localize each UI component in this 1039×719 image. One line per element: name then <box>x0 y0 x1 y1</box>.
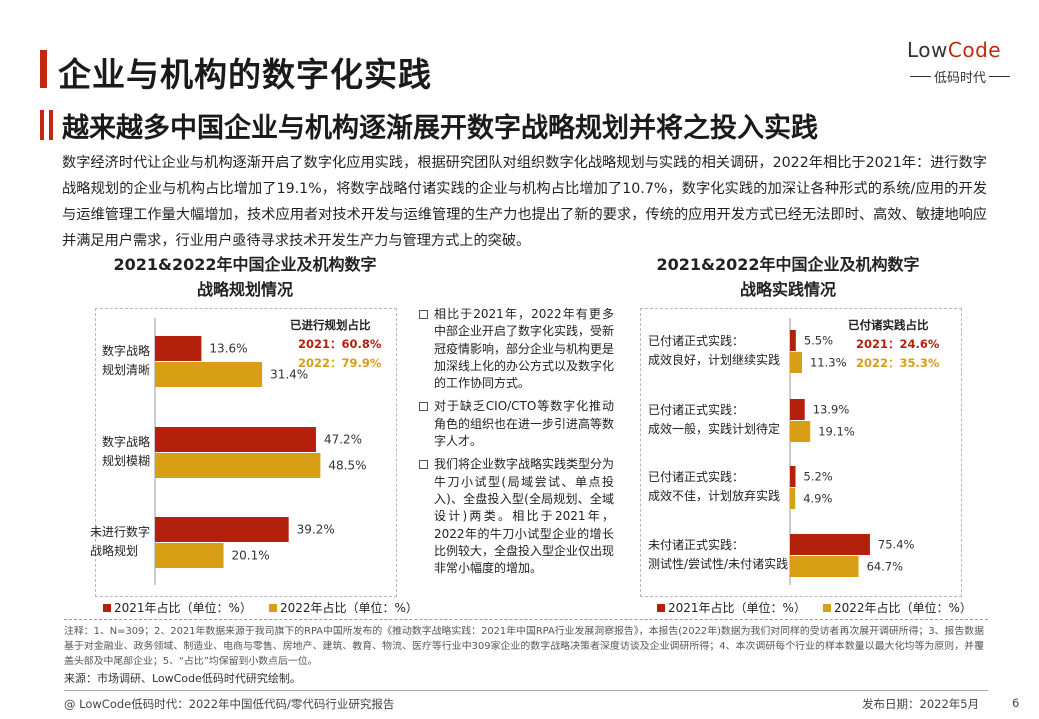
logo-rule <box>910 76 931 77</box>
category-label: 未付诸正式实践： 测试性/尝试性/未付诸实践 <box>648 538 789 571</box>
intro-paragraph: 数字经济时代让企业与机构逐渐开启了数字化应用实践，根据研究团队对组织数字化战略规… <box>62 155 987 249</box>
legend-label: 2022年占比（单位：%） <box>279 601 418 615</box>
value-label: 48.5% <box>328 459 366 473</box>
logo-tagline-row: 低码时代 <box>910 67 1011 86</box>
bar <box>790 352 802 373</box>
value-label: 20.1% <box>232 549 270 563</box>
legend-swatch <box>268 603 277 612</box>
bar <box>790 488 796 509</box>
category-label: 未进行数字 战略规划 <box>89 525 150 558</box>
legend-label: 2022年占比（单位：%） <box>833 601 972 615</box>
legend: 2021年占比（单位：%） 2022年占比（单位：%） <box>103 599 418 616</box>
bullet-item: 对于缺乏CIO/CTO等数字化推动角色的组织也在进一步引进高等数字人才。 <box>418 398 614 450</box>
logo-code: Code <box>947 38 1002 62</box>
value-label: 13.9% <box>813 403 850 417</box>
legend-label: 2021年占比（单位：%） <box>668 601 806 615</box>
subtitle-mark <box>49 110 53 140</box>
summary-item: 2021：60.8% <box>298 337 382 351</box>
legend: 2021年占比（单位：%） 2022年占比（单位：%） <box>657 599 972 616</box>
value-label: 64.7% <box>867 560 904 574</box>
value-label: 39.2% <box>297 523 335 537</box>
bar <box>790 399 805 420</box>
footer-rule <box>64 690 988 691</box>
bar <box>155 336 202 361</box>
bullet-list: 相比于2021年，2022年有更多中部企业开启了数字化实践，受新冠疫情影响，部分… <box>418 306 614 583</box>
source: 来源：市场调研、LowCode低码时代研究绘制。 <box>64 672 301 685</box>
legend-swatch <box>822 603 831 612</box>
category-label: 已付诸正式实践： 成效一般，实践计划待定 <box>648 403 781 436</box>
chart-title: 2021&2022年中国企业及机构数字 战略规划情况 <box>113 255 377 299</box>
footer-date: 发布日期：2022年5月 <box>862 697 980 711</box>
bar <box>155 543 224 568</box>
bar <box>790 534 870 555</box>
value-label: 5.2% <box>804 470 833 484</box>
value-label: 5.5% <box>804 334 833 348</box>
category-label: 数字战略 规划清晰 <box>101 344 150 377</box>
bar <box>790 556 859 577</box>
page-subtitle: 越来越多中国企业与机构逐渐展开数字战略规划并将之投入实践 <box>62 113 818 144</box>
bullet-item: 我们将企业数字战略实践类型分为牛刀小试型(局域尝试、单点投入)、全盘投入型(全局… <box>418 456 614 577</box>
summary-title: 已进行规划占比 <box>290 318 371 332</box>
summary-title: 已付诸实践占比 <box>848 318 929 332</box>
category-label: 已付诸正式实践： 成效良好，计划继续实践 <box>648 334 781 367</box>
legend-swatch <box>657 603 665 612</box>
value-label: 75.4% <box>878 538 915 552</box>
value-label: 11.3% <box>810 356 847 370</box>
bar <box>155 362 263 387</box>
logo: LowCode <box>907 38 1001 62</box>
bar <box>155 427 316 452</box>
chart-title: 2021&2022年中国企业及机构数字 战略实践情况 <box>656 255 920 299</box>
logo-rule <box>989 76 1011 77</box>
bar <box>790 421 811 442</box>
legend-swatch <box>103 603 111 612</box>
legend-label: 2021年占比（单位：%） <box>114 601 252 615</box>
page-number: 6 <box>1012 696 1020 710</box>
page-title: 企业与机构的数字化实践 <box>58 55 432 94</box>
summary-item: 2022：35.3% <box>856 356 940 370</box>
bar <box>790 466 796 487</box>
value-label: 47.2% <box>324 433 362 447</box>
title-mark <box>40 50 47 88</box>
summary-item: 2022：79.9% <box>298 356 382 370</box>
value-label: 13.6% <box>209 342 247 356</box>
logo-low: Low <box>907 38 948 62</box>
bar <box>155 517 289 542</box>
notes: 注释：1、N=309；2、2021年数据来源于我司旗下的RPA中国所发布的《推动… <box>64 626 984 667</box>
footer-report: @ LowCode低码时代：2022年中国低代码/零代码行业研究报告 <box>64 697 395 711</box>
value-label: 31.4% <box>270 368 308 382</box>
category-label: 数字战略 规划模糊 <box>101 435 150 468</box>
bullet-item: 相比于2021年，2022年有更多中部企业开启了数字化实践，受新冠疫情影响，部分… <box>418 306 614 392</box>
category-label: 已付诸正式实践： 成效不佳，计划放弃实践 <box>648 470 781 503</box>
bar <box>790 330 796 351</box>
summary-item: 2021：24.6% <box>856 337 940 351</box>
chart-frame <box>640 308 962 597</box>
value-label: 4.9% <box>803 492 832 506</box>
subtitle-mark <box>40 110 44 140</box>
value-label: 19.1% <box>818 425 855 439</box>
notes-rule <box>64 619 988 620</box>
chart-frame <box>95 308 397 597</box>
bar <box>155 453 321 478</box>
logo-tagline: 低码时代 <box>934 71 987 86</box>
